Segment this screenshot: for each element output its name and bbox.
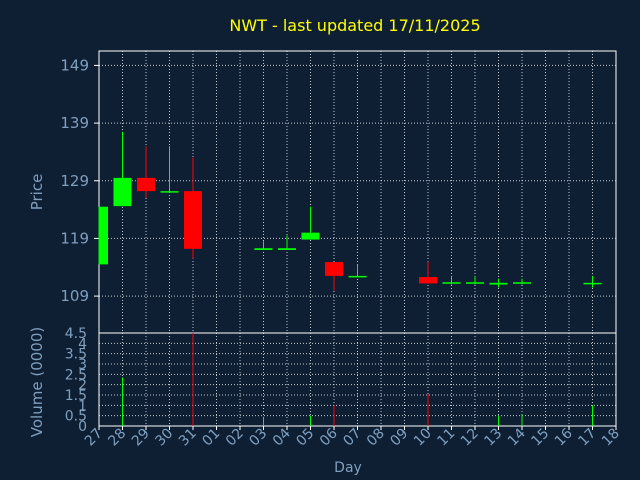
- x-tick-label: 03: [246, 426, 270, 450]
- price-tick-label: 149: [60, 56, 89, 74]
- x-tick-label: 30: [152, 426, 176, 450]
- candle-30: [160, 146, 179, 193]
- price-tick-label: 119: [60, 229, 89, 247]
- volume-tick-label: 3.5: [65, 347, 87, 363]
- candle-body: [419, 277, 437, 284]
- candle-body: [254, 248, 273, 250]
- candle-04: [278, 235, 296, 250]
- price-tick-label: 109: [60, 287, 89, 305]
- candle-body: [325, 262, 343, 276]
- candle-body: [466, 282, 484, 284]
- candle-05: [301, 206, 320, 240]
- candle-07: [348, 264, 367, 278]
- x-tick-label: 10: [411, 426, 435, 450]
- candle-11: [442, 275, 461, 285]
- candle-body: [160, 191, 179, 193]
- x-tick-label: 05: [293, 426, 317, 450]
- volume-bars: [122, 333, 593, 426]
- x-tick-label: 12: [458, 426, 482, 450]
- x-tick-label: 13: [481, 426, 505, 450]
- candle-10: [419, 261, 437, 284]
- candle-31: [184, 157, 202, 259]
- x-tick-label: 29: [129, 426, 153, 450]
- x-tick-label: 09: [387, 426, 411, 450]
- volume-plot-frame: [98, 332, 617, 427]
- volume-grid: [99, 333, 616, 426]
- x-tick-label: 07: [340, 426, 364, 450]
- x-tick-label: 14: [505, 425, 529, 449]
- candle-body: [278, 248, 296, 250]
- volume-tick-label: 1: [78, 398, 87, 414]
- candle-29: [137, 146, 155, 199]
- candle-27: [98, 206, 108, 265]
- volume-tick-label: 0.5: [65, 409, 87, 425]
- candle-12: [466, 275, 484, 285]
- x-tick-label: 31: [176, 426, 200, 450]
- candle-body: [137, 177, 155, 192]
- candles: [98, 131, 602, 291]
- candle-06: [325, 262, 343, 291]
- price-tick-label: 139: [60, 114, 89, 132]
- candle-17: [583, 275, 602, 288]
- x-tick-label: 04: [270, 425, 294, 449]
- price-axis-label: Price: [28, 174, 46, 211]
- candle-body: [184, 191, 202, 249]
- chart-title: NWT - last updated 17/11/2025: [229, 16, 480, 35]
- candle-body: [301, 232, 320, 240]
- x-tick-label: 11: [434, 426, 458, 450]
- candle-03: [254, 241, 273, 250]
- x-tick-label: 01: [199, 426, 223, 450]
- volume-axis-label: Volume (0000): [28, 327, 46, 437]
- volume-tick-label: 2: [78, 378, 87, 394]
- volume-tick-label: 3: [78, 357, 87, 373]
- price-tick-label: 129: [60, 172, 89, 190]
- x-tick-label: 15: [528, 426, 552, 450]
- x-tick-label: 17: [575, 426, 599, 450]
- x-tick-labels: 27 28 29 30 31 01 02 03 04 05 06 07 08 09 10 11 12 13 14 15…: [82, 425, 623, 449]
- volume-tick-labels: 00.511.522.533.544.5: [65, 326, 87, 435]
- price-tick-labels: 109 119 129 139 149: [60, 56, 99, 305]
- x-tick-label: 08: [364, 426, 388, 450]
- candle-body: [348, 275, 367, 278]
- volume-tick-label: 0: [78, 419, 87, 435]
- x-tick-label: 28: [105, 426, 129, 450]
- candle-body: [583, 282, 602, 285]
- candle-body: [113, 177, 132, 207]
- volume-tick-label: 4: [78, 336, 87, 352]
- candle-body: [489, 282, 508, 285]
- volume-tick-label: 2.5: [65, 367, 87, 383]
- volume-tick-label: 1.5: [65, 388, 87, 404]
- x-tick-label: 16: [552, 425, 576, 449]
- candle-14: [513, 278, 531, 285]
- x-axis-label: Day: [334, 460, 362, 476]
- x-tick-label: 02: [223, 426, 247, 450]
- candle-13: [489, 278, 508, 288]
- candle-body: [513, 282, 531, 284]
- candle-28: [113, 131, 132, 207]
- candle-body: [442, 282, 461, 284]
- volume-tick-label: 4.5: [65, 326, 87, 342]
- candle-body: [99, 206, 108, 265]
- x-tick-label: 06: [317, 425, 341, 449]
- x-tick-label: 18: [599, 426, 623, 450]
